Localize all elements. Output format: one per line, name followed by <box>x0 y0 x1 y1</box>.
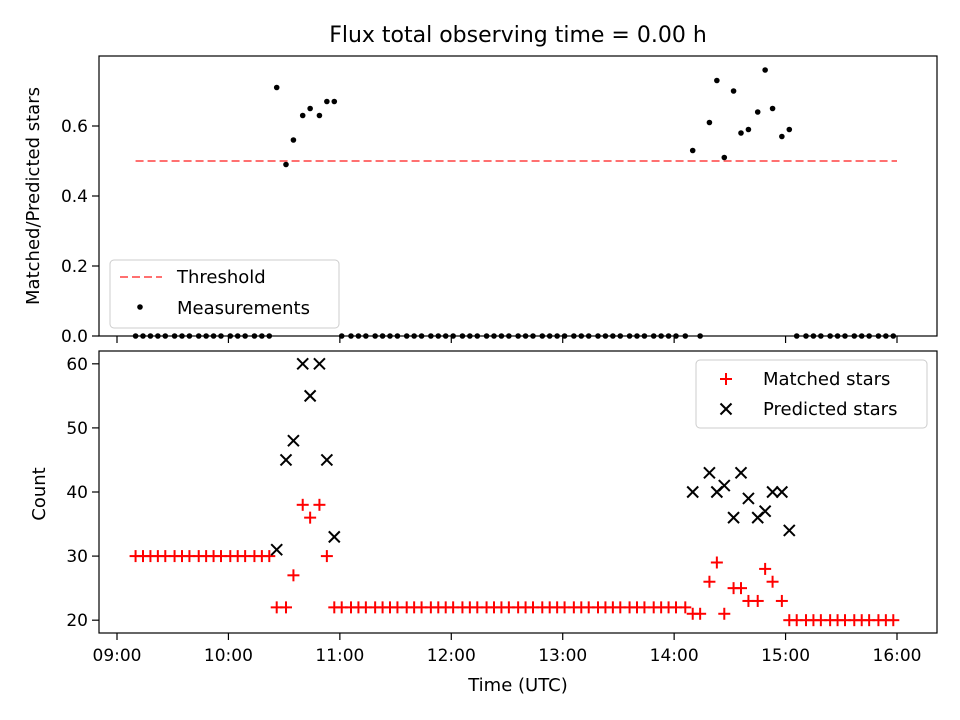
bottom-y-ticks: 20 30 40 50 60 <box>66 355 99 631</box>
predicted-star-point <box>718 479 731 492</box>
predicted-star-point <box>287 434 300 447</box>
bottom-plot-marks <box>129 357 900 627</box>
measurement-point <box>273 84 280 91</box>
x-axis-label: Time (UTC) <box>467 675 568 696</box>
measurement-point <box>307 105 313 112</box>
matched-star-point <box>304 511 317 524</box>
measurement-point <box>745 126 752 133</box>
bottom-y-tick-label: 30 <box>66 547 88 567</box>
measurement-point <box>738 130 744 136</box>
matched-star-point <box>735 582 747 595</box>
matched-star-point <box>263 550 276 563</box>
x-tick-label: 16:00 <box>873 646 922 666</box>
predicted-star-point <box>303 389 317 403</box>
predicted-star-point <box>270 543 283 556</box>
matched-star-point <box>679 601 692 614</box>
measurement-point <box>331 98 338 105</box>
measurement-point <box>290 137 297 143</box>
predicted-star-point <box>296 357 309 371</box>
predicted-star-point <box>279 453 293 467</box>
top-panel: 0.0 0.2 0.4 0.6 Matched/Predicted stars Thr… <box>23 55 938 347</box>
matched-star-point <box>759 562 772 575</box>
measurement-point <box>706 119 713 126</box>
predicted-star-point <box>758 505 772 518</box>
measurement-point <box>769 105 776 112</box>
bottom-y-tick-label: 50 <box>66 419 88 439</box>
top-legend: Threshold Measurements <box>109 259 340 329</box>
predicted-star-point <box>734 466 748 479</box>
legend-predicted-label: Predicted stars <box>763 399 897 420</box>
bottom-panel: 20 30 40 50 60 09:00 10:00 11:00 12:00 13:00 14:0… <box>29 350 938 696</box>
measurement-point <box>786 126 793 133</box>
measurement-point <box>779 133 785 140</box>
matched-star-point <box>703 575 716 588</box>
matched-star-point <box>287 569 300 582</box>
measurement-point <box>762 67 768 73</box>
x-tick-label: 09:00 <box>93 646 142 666</box>
matched-star-point <box>887 614 900 627</box>
legend-measurements-label: Measurements <box>177 298 310 319</box>
matched-star-point <box>280 601 292 614</box>
predicted-star-point <box>328 530 341 544</box>
top-y-tick-label: 0.4 <box>61 187 88 207</box>
x-tick-label: 15:00 <box>761 646 810 666</box>
predicted-star-point <box>686 485 699 499</box>
top-y-tick-label: 0.6 <box>61 117 88 137</box>
x-tick-label: 12:00 <box>427 646 476 666</box>
top-x-ticks <box>116 336 898 343</box>
top-y-tick-label: 0.0 <box>61 327 88 347</box>
matched-star-point <box>710 556 723 569</box>
bottom-y-tick-label: 60 <box>66 355 88 375</box>
matched-star-point <box>296 498 309 511</box>
matched-star-point <box>775 594 788 607</box>
bottom-x-ticks: 09:00 10:00 11:00 12:00 13:00 14:00 15:00 16:00 <box>93 633 922 666</box>
legend-matched-label: Matched stars <box>763 369 890 390</box>
matched-star-point <box>313 498 326 511</box>
measurement-point <box>324 98 330 105</box>
top-y-axis-label: Matched/Predicted stars <box>23 87 44 305</box>
chart-title: Flux total observing time = 0.00 h <box>329 23 707 48</box>
matched-star-point <box>751 594 764 607</box>
matched-star-point <box>718 607 731 620</box>
predicted-star-point <box>703 466 716 479</box>
measurement-point <box>299 112 306 119</box>
bottom-y-tick-label: 40 <box>66 483 88 503</box>
predicted-star-point <box>727 511 740 524</box>
x-tick-label: 13:00 <box>538 646 587 666</box>
bottom-y-axis-label: Count <box>29 467 50 520</box>
legend-predicted-swatch <box>719 402 733 416</box>
x-tick-label: 11:00 <box>315 646 364 666</box>
predicted-star-point <box>766 485 779 499</box>
matched-star-point <box>766 575 779 588</box>
legend-measurements-swatch <box>137 304 143 310</box>
measurement-point <box>721 154 728 161</box>
matched-star-point <box>694 607 707 620</box>
bottom-legend-box <box>695 359 928 429</box>
measurement-point <box>316 112 323 119</box>
measurement-point <box>689 147 696 154</box>
x-tick-label: 10:00 <box>204 646 253 666</box>
top-legend-box <box>109 259 340 329</box>
legend-matched-swatch <box>720 373 732 385</box>
top-y-ticks: 0.0 0.2 0.4 0.6 <box>61 117 99 347</box>
measurement-point <box>730 88 737 94</box>
predicted-star-point <box>783 524 796 537</box>
predicted-star-point <box>775 485 789 499</box>
predicted-star-point <box>320 453 334 467</box>
measurement-point <box>754 109 761 115</box>
measurement-point <box>714 77 720 84</box>
measurement-point <box>283 161 289 168</box>
predicted-star-point <box>742 492 755 505</box>
top-y-tick-label: 0.2 <box>61 257 88 277</box>
legend-threshold-label: Threshold <box>176 267 266 288</box>
matched-star-point <box>320 550 333 563</box>
predicted-star-point <box>313 357 326 371</box>
x-tick-label: 14:00 <box>650 646 699 666</box>
bottom-legend: Matched stars Predicted stars <box>695 359 928 429</box>
bottom-y-tick-label: 20 <box>66 611 88 631</box>
